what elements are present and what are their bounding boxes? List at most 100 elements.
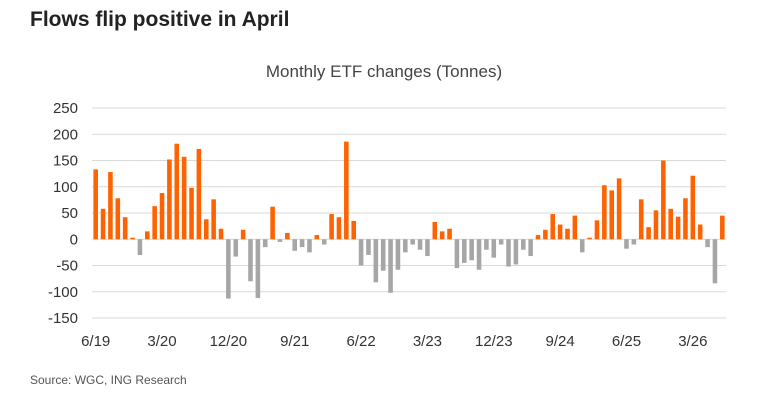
bar (587, 237, 592, 240)
bar (683, 198, 688, 240)
bar (513, 239, 519, 265)
bar (476, 239, 482, 270)
bar (624, 239, 629, 249)
bar (270, 206, 275, 240)
bar (174, 143, 180, 240)
y-tick-label: 250 (53, 100, 78, 117)
bar (181, 156, 187, 240)
bar (638, 199, 644, 240)
bar (675, 216, 681, 240)
bar (203, 219, 209, 240)
x-tick-label: 6/19 (81, 333, 110, 350)
bar (211, 199, 216, 240)
x-tick-label: 3/23 (413, 333, 442, 350)
bar (653, 210, 659, 240)
bar (439, 231, 445, 240)
bar (388, 239, 393, 293)
bar (159, 193, 165, 240)
y-tick-label: -150 (48, 310, 78, 327)
bar (277, 239, 283, 242)
x-tick-label: 3/26 (678, 333, 707, 350)
bar (255, 239, 261, 299)
bar (661, 160, 666, 240)
bar (469, 239, 474, 261)
bar (609, 190, 615, 240)
bar (380, 239, 386, 271)
x-tick-label: 12/20 (210, 333, 248, 350)
bar (299, 239, 305, 248)
y-tick-label: 100 (53, 179, 78, 196)
x-tick-label: 3/20 (147, 333, 176, 350)
bar (373, 239, 379, 283)
bar (351, 220, 356, 240)
bar (410, 239, 415, 245)
bar (307, 239, 312, 253)
bar (292, 239, 298, 251)
bar (321, 239, 327, 245)
bar (454, 239, 460, 269)
y-tick-label: -50 (56, 258, 78, 275)
y-tick-label: 0 (70, 231, 78, 248)
bar (137, 239, 143, 255)
bar (262, 239, 268, 248)
bar (285, 232, 290, 240)
y-tick-label: 200 (53, 126, 78, 143)
bar (572, 215, 578, 240)
x-tick-label: 6/25 (612, 333, 641, 350)
source-note: Source: WGC, ING Research (30, 373, 187, 387)
bar (336, 217, 342, 240)
bar (432, 221, 438, 240)
bar (366, 239, 371, 255)
bar (100, 208, 106, 240)
bar (491, 239, 497, 258)
gridlines (92, 107, 726, 319)
x-tick-label: 12/23 (475, 333, 513, 350)
bar (226, 239, 231, 299)
bar (233, 239, 239, 257)
bar (93, 169, 98, 240)
bar (668, 208, 673, 240)
bar (528, 239, 533, 257)
bar (543, 229, 548, 240)
bar (358, 239, 364, 266)
x-tick-label: 6/22 (346, 333, 375, 350)
bar (447, 228, 452, 240)
bar (395, 239, 401, 270)
bar (712, 239, 718, 284)
x-tick-label: 9/21 (280, 333, 309, 350)
bar (329, 214, 334, 240)
bar (196, 148, 202, 240)
bars (93, 141, 725, 299)
bar (565, 228, 570, 240)
bar (130, 237, 135, 240)
bar (616, 178, 622, 240)
bar (152, 206, 157, 240)
bar (690, 175, 696, 240)
bar (403, 239, 408, 253)
bar (344, 141, 349, 240)
bar (535, 235, 541, 240)
headline: Flows flip positive in April (30, 8, 290, 31)
bar (240, 229, 246, 240)
y-tick-label: 150 (53, 153, 78, 170)
bar (108, 172, 113, 240)
bar (550, 214, 556, 240)
bar (425, 239, 430, 257)
bar (697, 224, 703, 240)
y-axis-ticks: 250 200 150 100 50 0 -50 -100 -150 (48, 100, 78, 327)
bar (218, 228, 224, 240)
y-tick-label: -100 (48, 284, 78, 301)
bar (631, 239, 637, 245)
bar (498, 239, 504, 245)
bar (506, 239, 511, 267)
bar (520, 239, 526, 250)
bar (579, 239, 585, 253)
x-tick-label: 9/24 (546, 333, 575, 350)
bar (122, 217, 128, 240)
bar (646, 227, 651, 240)
bar (484, 239, 489, 250)
x-axis-ticks: 6/19 3/20 12/20 9/21 6/22 3/23 12/23 9/24 6/25 3/… (81, 333, 707, 350)
bar (557, 224, 563, 240)
bar (720, 215, 725, 240)
